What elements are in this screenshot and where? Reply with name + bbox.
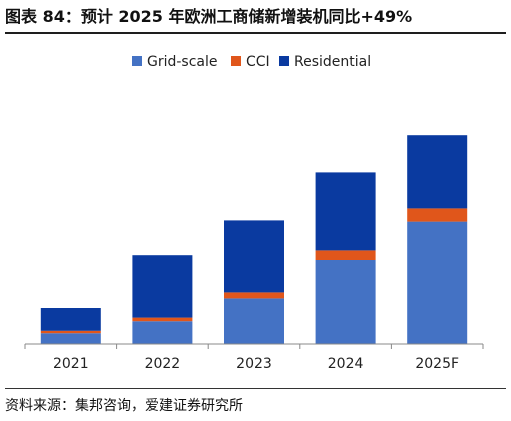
- bar-grid-scale-2021: [40, 333, 101, 344]
- legend-label-grid-scale: Grid-scale: [147, 54, 218, 70]
- x-tick-label-2022: 2022: [145, 356, 181, 372]
- bar-grid-scale-2024: [315, 260, 376, 344]
- bar-layer: [40, 135, 468, 344]
- bar-cci-2023: [224, 292, 284, 299]
- legend-label-residential: Residential: [294, 54, 371, 70]
- title-divider: [5, 32, 506, 34]
- source-note: 资料来源：集邦咨询，爱建证券研究所: [5, 398, 243, 414]
- bar-cci-2021: [40, 330, 101, 334]
- bar-residential-2023: [224, 220, 284, 293]
- bar-cci-2022: [132, 317, 193, 322]
- x-tick-label-2025f: 2025F: [415, 356, 459, 372]
- x-tick-layer: 2021 2022 2023 2024 2025F: [24, 344, 484, 372]
- bar-residential-2022: [132, 255, 193, 318]
- legend-swatch-grid-scale: [132, 56, 142, 66]
- legend-swatch-cci: [231, 56, 241, 66]
- x-tick-label-2021: 2021: [53, 356, 89, 372]
- bar-residential-2021: [40, 308, 101, 331]
- legend-label-cci: CCI: [246, 54, 270, 70]
- bar-residential-2024: [315, 172, 376, 251]
- page-title: 图表 84：预计 2025 年欧洲工商储新增装机同比+49%: [5, 7, 413, 26]
- bar-cci-2025f: [407, 208, 468, 222]
- legend: Grid-scale CCI Residential: [132, 54, 371, 70]
- bar-grid-scale-2022: [132, 321, 193, 344]
- x-tick-label-2023: 2023: [236, 356, 272, 372]
- x-tick-label-2024: 2024: [328, 356, 364, 372]
- bar-residential-2025f: [407, 135, 468, 209]
- bar-cci-2024: [315, 250, 376, 260]
- bar-grid-scale-2023: [224, 298, 284, 344]
- footer-divider: [5, 388, 506, 389]
- legend-swatch-residential: [279, 56, 289, 66]
- bar-grid-scale-2025f: [407, 221, 468, 344]
